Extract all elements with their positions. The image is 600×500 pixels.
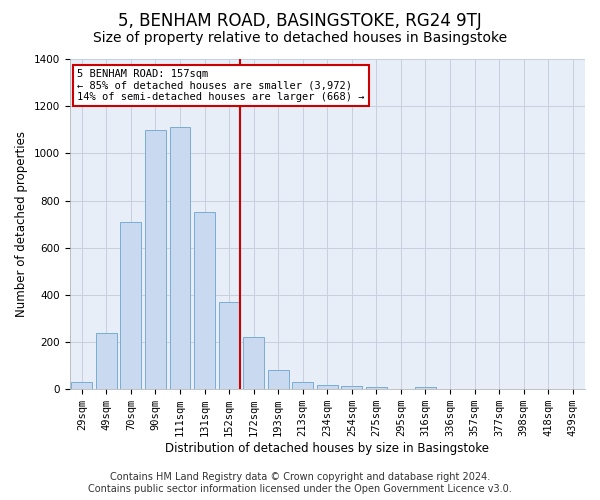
Text: 5 BENHAM ROAD: 157sqm
← 85% of detached houses are smaller (3,972)
14% of semi-d: 5 BENHAM ROAD: 157sqm ← 85% of detached … bbox=[77, 69, 365, 102]
Bar bbox=[268, 370, 289, 389]
X-axis label: Distribution of detached houses by size in Basingstoke: Distribution of detached houses by size … bbox=[165, 442, 489, 455]
Text: 5, BENHAM ROAD, BASINGSTOKE, RG24 9TJ: 5, BENHAM ROAD, BASINGSTOKE, RG24 9TJ bbox=[118, 12, 482, 30]
Bar bbox=[366, 387, 387, 389]
Bar bbox=[96, 332, 117, 389]
Bar bbox=[145, 130, 166, 389]
Bar bbox=[71, 382, 92, 389]
Bar bbox=[170, 128, 190, 389]
Bar bbox=[218, 302, 239, 389]
Bar bbox=[121, 222, 142, 389]
Bar bbox=[317, 384, 338, 389]
Text: Contains HM Land Registry data © Crown copyright and database right 2024.
Contai: Contains HM Land Registry data © Crown c… bbox=[88, 472, 512, 494]
Bar bbox=[243, 338, 264, 389]
Bar bbox=[292, 382, 313, 389]
Bar bbox=[341, 386, 362, 389]
Bar bbox=[194, 212, 215, 389]
Text: Size of property relative to detached houses in Basingstoke: Size of property relative to detached ho… bbox=[93, 31, 507, 45]
Bar bbox=[415, 387, 436, 389]
Y-axis label: Number of detached properties: Number of detached properties bbox=[15, 131, 28, 317]
